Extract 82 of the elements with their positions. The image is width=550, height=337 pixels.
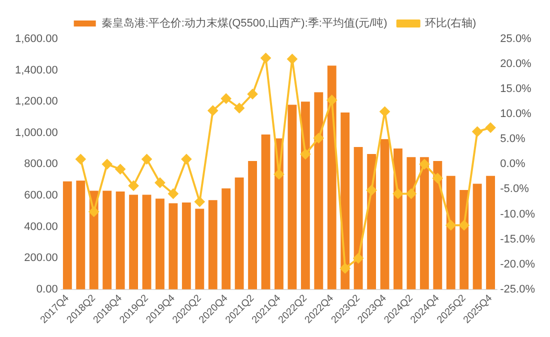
point <box>366 185 377 196</box>
point <box>154 178 165 188</box>
bar <box>433 161 442 290</box>
point <box>419 159 430 170</box>
point <box>260 53 271 64</box>
point <box>221 94 232 104</box>
point <box>194 196 205 207</box>
y2-tick-label: 25.0% <box>500 33 532 46</box>
bar <box>234 177 244 290</box>
bar <box>142 194 152 290</box>
point <box>406 188 416 199</box>
bar <box>222 188 231 290</box>
point <box>472 126 482 137</box>
bar <box>208 200 218 290</box>
bar <box>314 92 324 290</box>
bar <box>486 176 495 290</box>
y-tick-label: 400.00 <box>24 220 58 233</box>
point <box>168 188 178 199</box>
point <box>314 133 324 144</box>
point <box>300 149 310 160</box>
point <box>392 188 403 199</box>
point <box>208 106 218 116</box>
point <box>76 154 86 164</box>
point <box>274 169 284 180</box>
bar <box>62 181 72 290</box>
bar <box>129 194 138 290</box>
y-tick-label: 0.00 <box>36 283 58 296</box>
legend-label: 环比(右轴) <box>424 16 476 30</box>
bar <box>472 184 482 290</box>
point <box>102 159 112 170</box>
bar <box>300 102 310 290</box>
bar <box>76 180 86 290</box>
y2-tick-label: -25.0% <box>500 283 536 296</box>
point <box>115 164 126 174</box>
y-tick-label: 1,400.00 <box>14 64 58 76</box>
bar <box>406 157 416 290</box>
point <box>326 95 337 106</box>
y-tick-label: 200.00 <box>24 252 58 264</box>
bar <box>394 148 402 290</box>
bar <box>156 198 164 290</box>
bar <box>288 104 297 290</box>
y-tick-label: 1,000.00 <box>14 126 58 139</box>
y2-tick-label: -20.0% <box>500 258 536 270</box>
bar <box>380 139 390 290</box>
bar <box>261 134 270 290</box>
point <box>88 206 99 217</box>
point <box>353 253 364 264</box>
y2-tick-label: 5.0% <box>500 133 526 146</box>
y-tick-label: 1,200.00 <box>14 96 58 108</box>
bar <box>195 208 204 290</box>
point <box>234 103 244 114</box>
point <box>340 263 350 274</box>
y-tick-label: 1,600.00 <box>14 33 58 46</box>
bar <box>354 146 363 290</box>
point <box>486 122 496 133</box>
point <box>432 173 443 184</box>
point <box>459 220 470 230</box>
point <box>446 220 456 230</box>
point <box>181 154 192 164</box>
legend-label: 秦皇岛港:平仓价:动力末煤(Q5500,山西产):季:平均值(元/吨) <box>101 16 388 30</box>
y2-tick-label: -15.0% <box>500 233 536 246</box>
bar <box>168 203 178 290</box>
bar <box>446 176 456 290</box>
y2-tick-label: 20.0% <box>500 58 532 70</box>
y2-tick-label: 15.0% <box>500 83 532 96</box>
bar <box>248 161 257 290</box>
point <box>128 180 139 191</box>
y2-tick-label: -10.0% <box>500 208 536 220</box>
point <box>248 89 258 100</box>
bar <box>420 157 429 290</box>
y2-tick-label: -5.0% <box>500 183 530 196</box>
bar <box>327 66 336 290</box>
bar <box>182 202 191 290</box>
bar <box>102 190 112 290</box>
y-tick-label: 800.00 <box>24 158 58 170</box>
point <box>142 154 152 164</box>
y2-tick-label: 10.0% <box>500 108 532 120</box>
point <box>287 54 298 64</box>
y2-tick-label: 0.0% <box>500 158 526 170</box>
y-tick-label: 600.00 <box>24 190 58 202</box>
point <box>380 106 390 117</box>
bar <box>116 192 125 290</box>
